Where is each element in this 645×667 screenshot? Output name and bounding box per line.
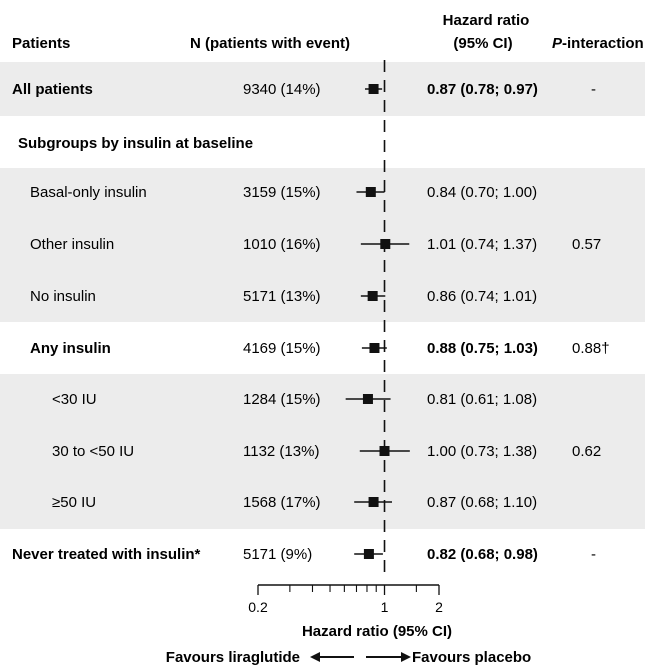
hr-point [365, 187, 376, 197]
row-label: 30 to <50 IU [52, 443, 134, 460]
row-p-interaction: - [591, 546, 596, 563]
row-label: All patients [12, 81, 93, 98]
header-hr-line2: (95% CI) [453, 35, 512, 52]
header-p-interaction: P-interaction [552, 35, 644, 52]
row-hr-text: 0.87 (0.78; 0.97) [427, 81, 538, 98]
row-label: ≥50 IU [52, 494, 96, 511]
hr-point [380, 239, 391, 249]
row-label: Any insulin [30, 340, 111, 357]
row-n: 9340 (14%) [243, 81, 321, 98]
row-hr-text: 0.87 (0.68; 1.10) [427, 494, 537, 511]
x-tick-label: 2 [435, 599, 443, 615]
row-p-interaction: - [591, 81, 596, 98]
hr-point [369, 343, 380, 353]
x-tick-label: 0.2 [248, 599, 268, 615]
hr-point [363, 549, 374, 559]
row-hr-text: 0.82 (0.68; 0.98) [427, 546, 538, 563]
hr-point [368, 497, 379, 507]
row-n: 4169 (15%) [243, 340, 321, 357]
header-hr-line1: Hazard ratio [443, 12, 530, 29]
row-hr-text: 0.84 (0.70; 1.00) [427, 184, 537, 201]
row-hr-text: 0.88 (0.75; 1.03) [427, 340, 538, 357]
row-n: 1568 (17%) [243, 494, 321, 511]
row-hr-text: 1.01 (0.74; 1.37) [427, 236, 537, 253]
row-label: Never treated with insulin* [12, 546, 201, 563]
row-label: Subgroups by insulin at baseline [18, 135, 253, 152]
hr-point [379, 446, 390, 456]
hr-point [367, 291, 378, 301]
row-band-1 [0, 168, 645, 322]
row-label: <30 IU [52, 391, 97, 408]
row-p-interaction: 0.57 [572, 236, 601, 253]
row-band-0 [0, 62, 645, 116]
x-axis-title: Hazard ratio (95% CI) [302, 623, 452, 640]
row-hr-text: 0.81 (0.61; 1.08) [427, 391, 537, 408]
row-n: 5171 (13%) [243, 288, 321, 305]
row-p-interaction: 0.62 [572, 443, 601, 460]
favours-right-label: Favours placebo [412, 649, 531, 666]
row-label: No insulin [30, 288, 96, 305]
row-n: 5171 (9%) [243, 546, 312, 563]
row-n: 3159 (15%) [243, 184, 321, 201]
row-n: 1284 (15%) [243, 391, 321, 408]
hr-point [362, 394, 373, 404]
favours-left-label: Favours liraglutide [166, 649, 300, 666]
row-label: Basal-only insulin [30, 184, 147, 201]
row-hr-text: 1.00 (0.73; 1.38) [427, 443, 537, 460]
header-patients: Patients [12, 35, 70, 52]
row-p-interaction: 0.88† [572, 340, 610, 357]
header-n: N (patients with event) [190, 35, 350, 52]
x-tick-label: 1 [381, 599, 389, 615]
row-hr-text: 0.86 (0.74; 1.01) [427, 288, 537, 305]
row-n: 1132 (13%) [243, 443, 319, 460]
hr-point [368, 84, 379, 94]
arrow-left-icon [310, 652, 320, 662]
arrow-right-icon [401, 652, 411, 662]
row-n: 1010 (16%) [243, 236, 321, 253]
row-label: Other insulin [30, 236, 114, 253]
row-band-2 [0, 374, 645, 529]
